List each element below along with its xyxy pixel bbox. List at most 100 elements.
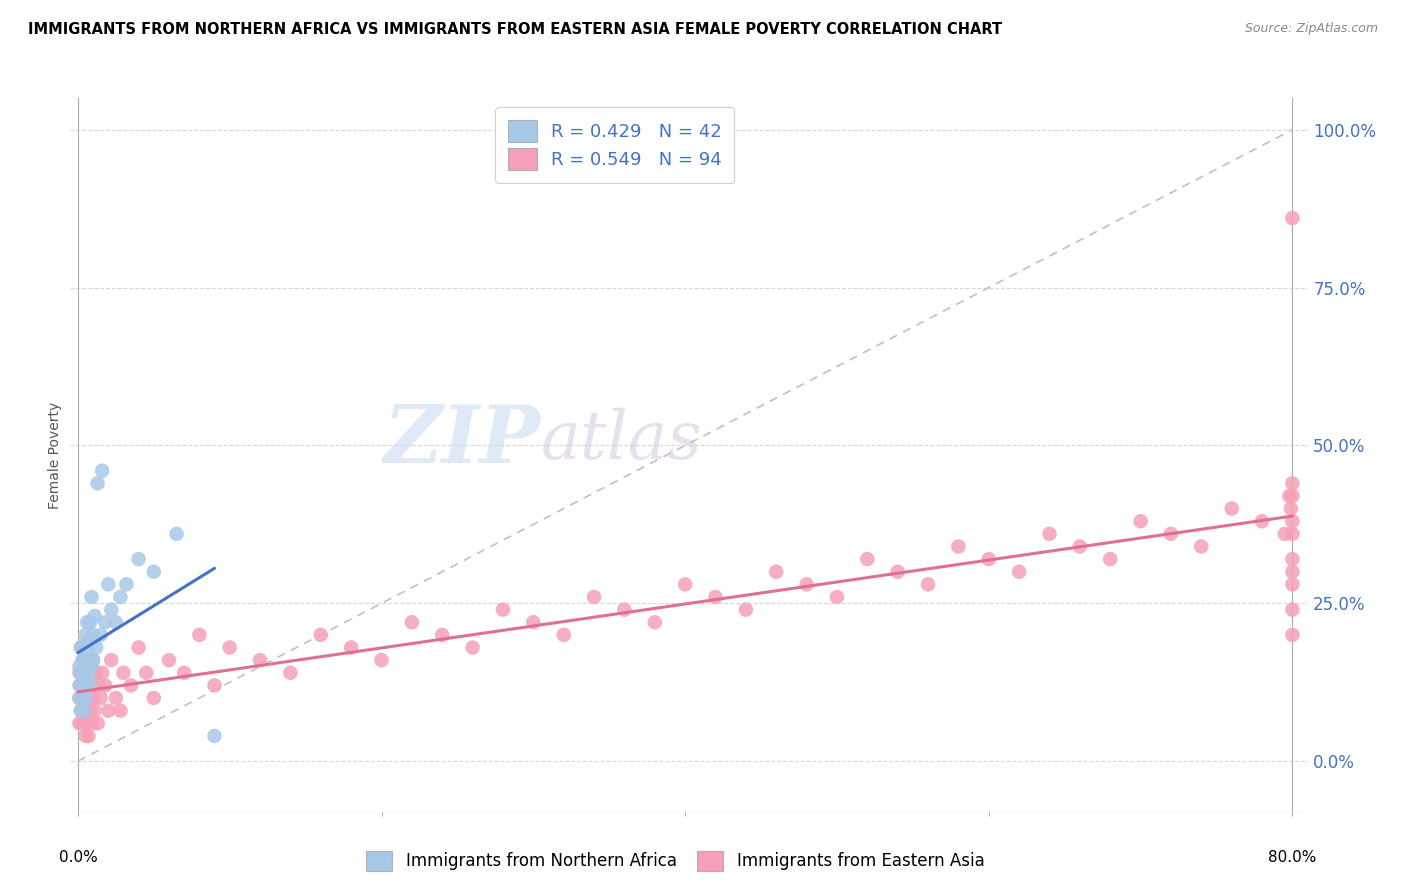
Point [97, 704, 120, 718]
Point [77, 729, 100, 743]
Point [734, 602, 756, 616]
Point [73, 665, 96, 680]
Point [1279, 501, 1302, 516]
Point [204, 678, 226, 692]
Point [917, 577, 939, 591]
Point [825, 590, 848, 604]
Point [67, 691, 90, 706]
Point [70, 640, 93, 655]
Point [75, 665, 97, 680]
Legend: Immigrants from Northern Africa, Immigrants from Eastern Asia: Immigrants from Northern Africa, Immigra… [357, 842, 993, 880]
Point [75, 691, 97, 706]
Text: Source: ZipAtlas.com: Source: ZipAtlas.com [1244, 22, 1378, 36]
Point [75, 659, 97, 673]
Point [72, 678, 94, 692]
Point [76, 691, 98, 706]
Point [75, 691, 97, 706]
Point [1251, 514, 1274, 528]
Point [128, 640, 150, 655]
Point [73, 678, 96, 692]
Point [70, 704, 93, 718]
Point [77, 634, 100, 648]
Point [83, 609, 105, 624]
Point [73, 678, 96, 692]
Point [84, 665, 107, 680]
Point [796, 577, 818, 591]
Point [583, 590, 606, 604]
Point [90, 628, 112, 642]
Point [309, 628, 332, 642]
Point [948, 540, 970, 554]
Point [461, 640, 484, 655]
Point [76, 640, 98, 655]
Point [1281, 476, 1303, 491]
Point [1281, 514, 1303, 528]
Point [432, 628, 454, 642]
Text: 0.0%: 0.0% [59, 849, 97, 864]
Point [82, 691, 104, 706]
Point [67, 659, 90, 673]
Point [94, 615, 117, 630]
Point [70, 704, 93, 718]
Point [115, 577, 138, 591]
Point [79, 678, 101, 692]
Point [76, 653, 98, 667]
Point [100, 602, 122, 616]
Point [73, 704, 96, 718]
Point [83, 704, 105, 718]
Point [1281, 211, 1303, 226]
Point [1281, 577, 1303, 591]
Point [522, 615, 544, 630]
Point [67, 665, 90, 680]
Point [249, 653, 271, 667]
Point [704, 590, 727, 604]
Point [142, 691, 165, 706]
Point [218, 640, 240, 655]
Text: 80.0%: 80.0% [1268, 849, 1316, 864]
Point [1189, 540, 1212, 554]
Point [73, 704, 96, 718]
Point [1038, 526, 1060, 541]
Point [128, 552, 150, 566]
Point [1281, 552, 1303, 566]
Point [977, 552, 1000, 566]
Point [1281, 565, 1303, 579]
Point [673, 577, 696, 591]
Legend: R = 0.429   N = 42, R = 0.549   N = 94: R = 0.429 N = 42, R = 0.549 N = 94 [495, 107, 734, 183]
Point [97, 577, 120, 591]
Point [94, 678, 117, 692]
Point [401, 615, 423, 630]
Point [75, 729, 97, 743]
Point [280, 665, 302, 680]
Point [79, 665, 101, 680]
Text: ZIP: ZIP [384, 402, 540, 479]
Point [75, 672, 97, 686]
Point [1274, 526, 1296, 541]
Point [91, 665, 114, 680]
Point [157, 653, 180, 667]
Point [112, 665, 135, 680]
Point [1160, 526, 1182, 541]
Point [1069, 540, 1091, 554]
Point [120, 678, 142, 692]
Text: IMMIGRANTS FROM NORTHERN AFRICA VS IMMIGRANTS FROM EASTERN ASIA FEMALE POVERTY C: IMMIGRANTS FROM NORTHERN AFRICA VS IMMIG… [28, 22, 1002, 37]
Point [70, 640, 93, 655]
Y-axis label: Female Poverty: Female Poverty [48, 401, 62, 508]
Point [370, 653, 392, 667]
Point [856, 552, 879, 566]
Point [70, 678, 93, 692]
Point [79, 704, 101, 718]
Point [104, 615, 127, 630]
Point [1099, 552, 1122, 566]
Point [72, 653, 94, 667]
Point [82, 653, 104, 667]
Point [142, 565, 165, 579]
Point [80, 716, 103, 731]
Point [340, 640, 363, 655]
Point [89, 678, 111, 692]
Point [1129, 514, 1152, 528]
Point [90, 691, 112, 706]
Point [204, 729, 226, 743]
Point [188, 628, 211, 642]
Point [1278, 489, 1301, 503]
